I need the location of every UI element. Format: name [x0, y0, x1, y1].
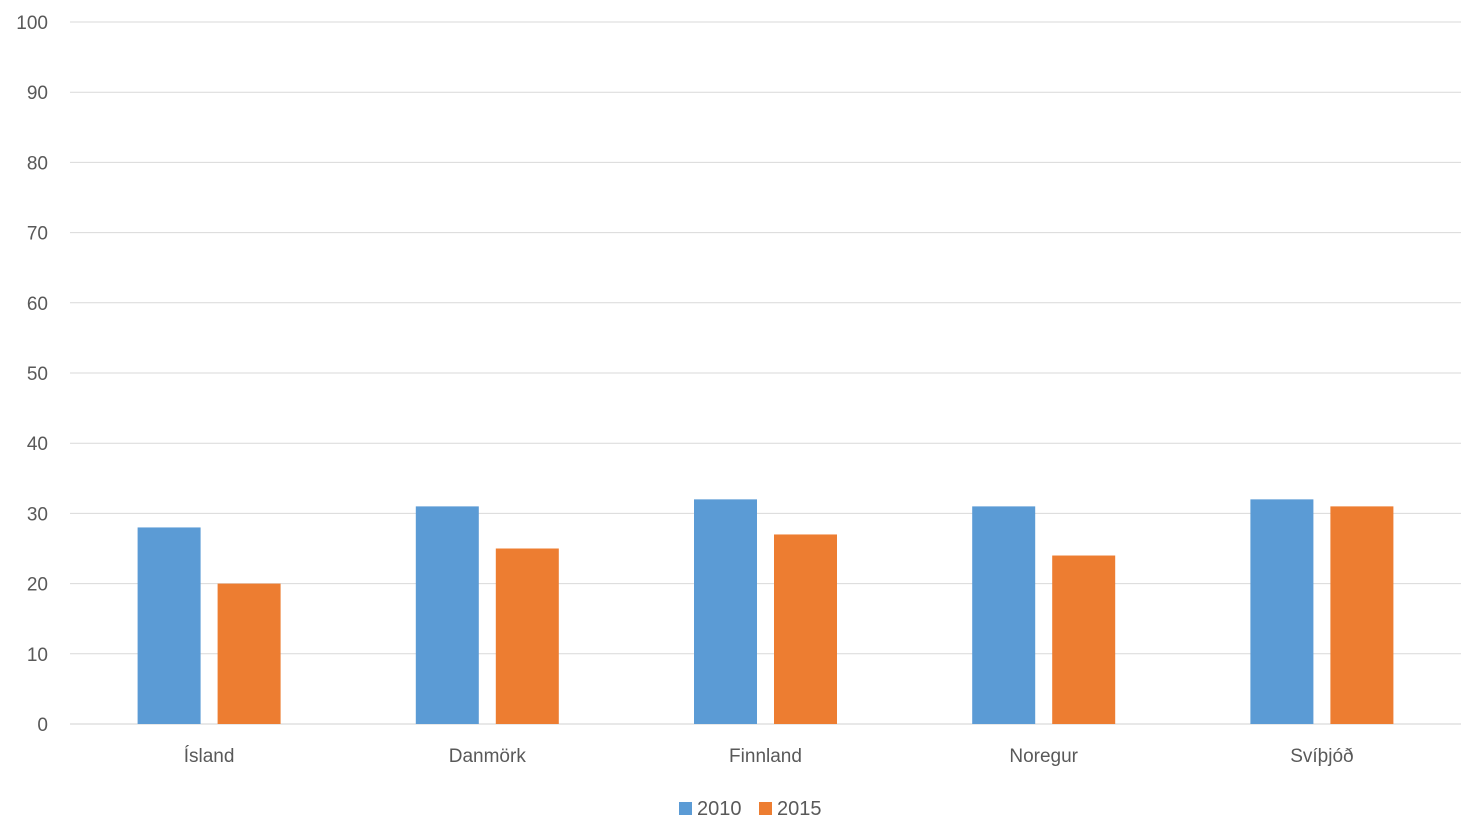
bar-2015-0	[217, 583, 281, 724]
x-category-label: Noregur	[1009, 746, 1078, 767]
x-category-label: Ísland	[184, 746, 235, 767]
bars	[137, 499, 1394, 724]
y-tick-label: 0	[37, 715, 48, 736]
y-tick-label: 60	[27, 294, 48, 315]
y-tick-label: 50	[27, 364, 48, 385]
bar-2010-0	[137, 527, 201, 724]
y-tick-label: 20	[27, 575, 48, 596]
bar-2015-2	[774, 534, 837, 724]
y-tick-label: 100	[16, 13, 48, 34]
y-tick-label: 90	[27, 83, 48, 104]
y-tick-label: 80	[27, 153, 48, 174]
legend-label: 2010	[697, 798, 742, 820]
x-category-label: Svíþjóð	[1290, 746, 1353, 767]
y-tick-label: 30	[27, 504, 48, 525]
legend-swatch-2015	[759, 802, 772, 815]
x-category-label: Danmörk	[449, 746, 527, 767]
bar-2015-1	[495, 548, 559, 724]
x-category-label: Finnland	[729, 746, 802, 767]
bar-2010-2	[694, 499, 757, 724]
bar-2010-4	[1250, 499, 1314, 724]
x-axis-labels: Ísland Danmörk Finnland Noregur Svíþjóð	[184, 746, 1354, 767]
bar-2010-3	[972, 506, 1036, 724]
y-axis-ticks: 0 10 20 30 40 50 60 70 80 90 100	[16, 13, 48, 736]
bar-2015-4	[1330, 506, 1394, 724]
y-tick-label: 40	[27, 434, 48, 455]
bar-2010-1	[415, 506, 479, 724]
legend: 2010 2015	[679, 798, 822, 820]
legend-label: 2015	[777, 798, 822, 820]
bar-2015-3	[1052, 555, 1116, 724]
gridlines	[70, 21, 1461, 725]
legend-swatch-2010	[679, 802, 692, 815]
y-tick-label: 70	[27, 224, 48, 245]
y-tick-label: 10	[27, 645, 48, 666]
